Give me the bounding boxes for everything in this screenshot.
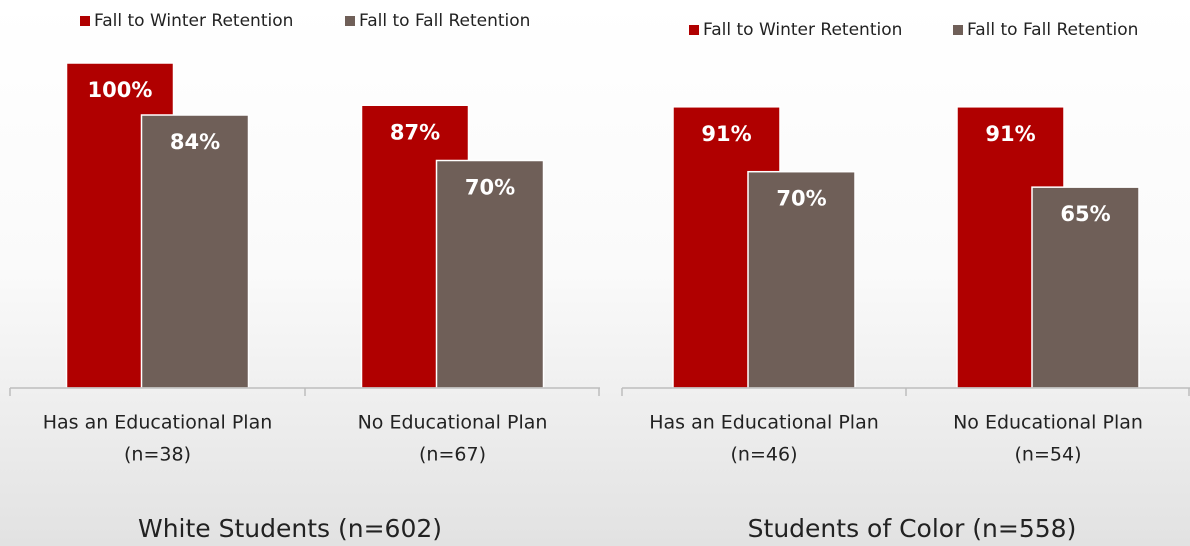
x-tick-label: Has an Educational Plan	[649, 412, 879, 434]
legend-swatch	[689, 25, 699, 35]
bar	[747, 170, 856, 389]
legend-swatch	[953, 25, 963, 35]
bar	[435, 159, 545, 389]
value-label: 70%	[465, 176, 515, 200]
x-tick-label: (n=46)	[731, 444, 798, 466]
legend-label: Fall to Fall Retention	[359, 11, 530, 31]
x-tick-label: (n=38)	[124, 444, 191, 466]
chart-title: Students of Color (n=558)	[748, 514, 1077, 543]
value-label: 84%	[170, 130, 220, 154]
legend-label: Fall to Fall Retention	[967, 20, 1138, 40]
value-label: 91%	[985, 122, 1035, 146]
x-tick-label: Has an Educational Plan	[43, 412, 273, 434]
legend-swatch	[345, 16, 355, 26]
x-tick-label: No Educational Plan	[358, 412, 548, 434]
value-label: 70%	[776, 187, 826, 211]
value-label: 91%	[701, 122, 751, 146]
legend-label: Fall to Winter Retention	[94, 11, 293, 31]
x-tick-label: No Educational Plan	[953, 412, 1143, 434]
chart-title: White Students (n=602)	[138, 514, 442, 543]
legend-label: Fall to Winter Retention	[703, 20, 902, 40]
x-tick-label: (n=54)	[1015, 444, 1082, 466]
value-label: 100%	[88, 78, 153, 102]
value-label: 65%	[1060, 202, 1110, 226]
legend-swatch	[80, 16, 90, 26]
x-tick-label: (n=67)	[419, 444, 486, 466]
value-label: 87%	[390, 120, 440, 144]
bar	[140, 114, 250, 389]
bar	[1031, 186, 1140, 389]
